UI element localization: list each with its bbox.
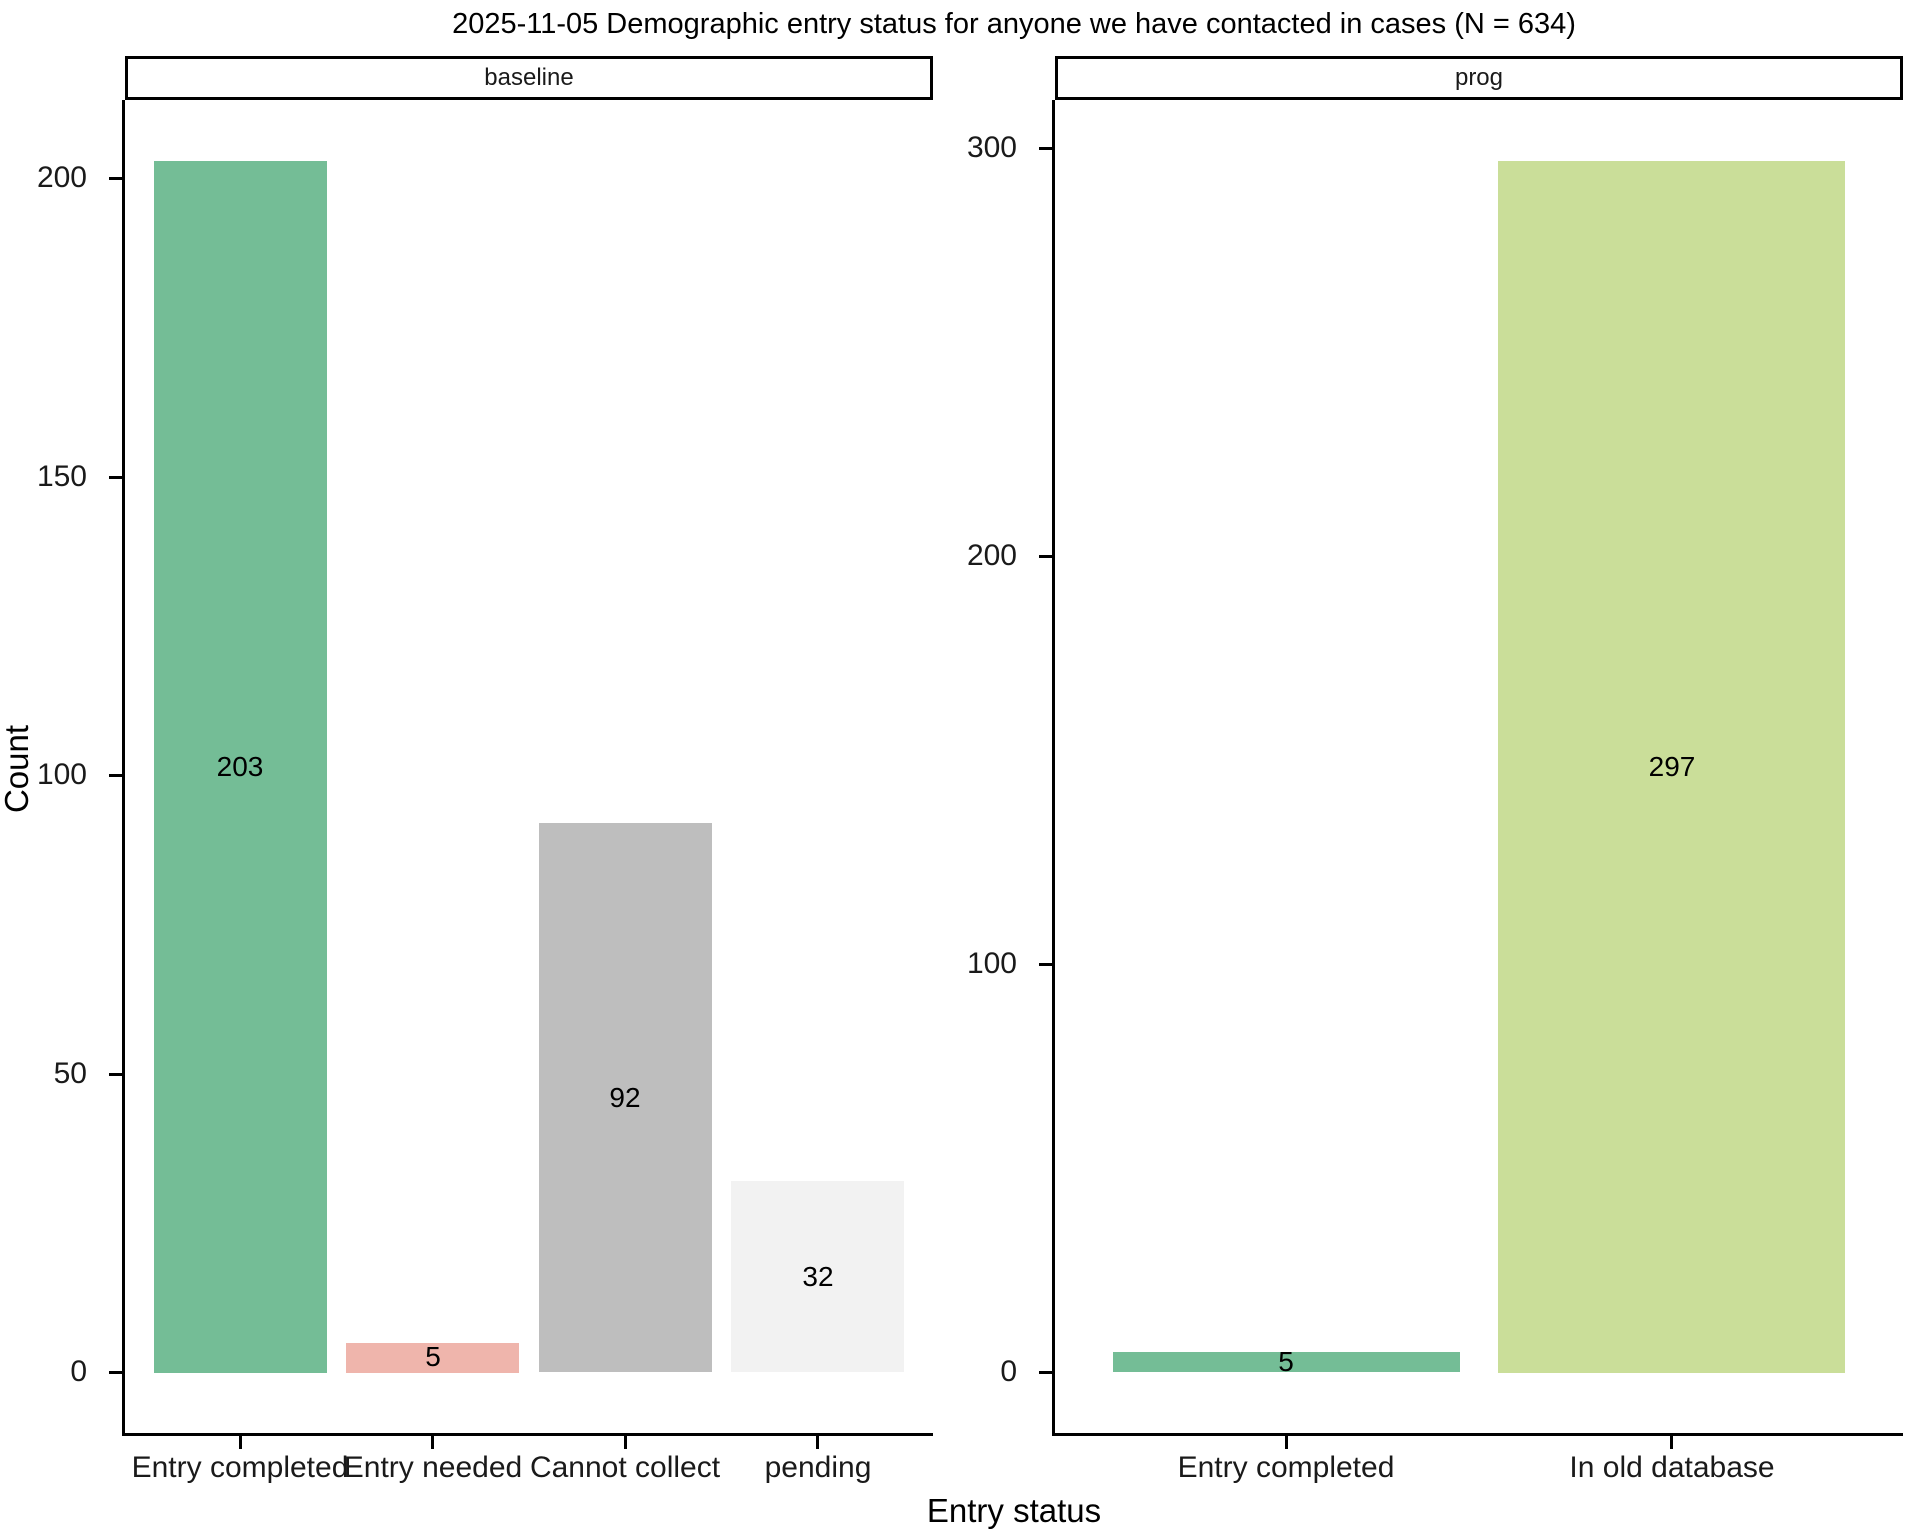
y-tick-label: 150 (36, 460, 87, 493)
y-axis-line (1052, 100, 1055, 1436)
x-tick-label: Entry completed (1177, 1451, 1395, 1484)
x-tick (1670, 1436, 1673, 1449)
y-tick-label: 50 (53, 1057, 87, 1090)
x-tick-label: Cannot collect (529, 1451, 721, 1484)
facet-strip-label: baseline (484, 64, 574, 91)
y-tick (1039, 1371, 1052, 1374)
bar (1113, 1352, 1460, 1372)
y-tick-label: 0 (70, 1355, 87, 1388)
y-tick-label: 200 (966, 539, 1017, 572)
y-tick (109, 177, 122, 180)
bar-value-label: 203 (216, 751, 264, 782)
y-axis-line (122, 100, 125, 1436)
x-tick (816, 1436, 819, 1449)
x-axis-line (122, 1433, 933, 1436)
y-tick-label: 300 (966, 131, 1017, 164)
facet-strip: baseline (125, 56, 933, 100)
bar (1498, 161, 1845, 1373)
bar-value-label: 297 (1648, 751, 1696, 782)
y-tick-label: 200 (36, 161, 87, 194)
y-tick (1039, 963, 1052, 966)
x-tick (624, 1436, 627, 1449)
y-tick-label: 0 (1000, 1355, 1017, 1388)
x-tick-label: Entry needed (343, 1451, 523, 1484)
y-tick (109, 1073, 122, 1076)
x-tick (239, 1436, 242, 1449)
x-axis-line (1052, 1433, 1903, 1436)
y-tick-label: 100 (36, 758, 87, 791)
x-tick-label: Entry completed (131, 1451, 349, 1484)
bar (154, 161, 327, 1373)
facet-strip: prog (1055, 56, 1903, 100)
x-tick (431, 1436, 434, 1449)
bar-value-label: 92 (609, 1082, 641, 1113)
bar (346, 1343, 519, 1373)
bar-value-label: 5 (1278, 1346, 1294, 1377)
x-tick-label: In old database (1569, 1451, 1775, 1484)
y-tick (109, 1371, 122, 1374)
facet-strip-label: prog (1454, 64, 1504, 91)
y-tick (109, 774, 122, 777)
x-tick (1285, 1436, 1288, 1449)
bar-value-label: 5 (425, 1341, 441, 1372)
y-tick (1039, 147, 1052, 150)
y-tick-label: 100 (966, 947, 1017, 980)
x-axis-title: Entry status (926, 1492, 1102, 1529)
x-tick-label: pending (764, 1451, 872, 1484)
chart-title: 2025-11-05 Demographic entry status for … (452, 8, 1576, 40)
y-tick (1039, 555, 1052, 558)
y-tick (109, 476, 122, 479)
bar-value-label: 32 (802, 1261, 834, 1292)
bar (539, 823, 712, 1372)
bar (731, 1181, 904, 1372)
